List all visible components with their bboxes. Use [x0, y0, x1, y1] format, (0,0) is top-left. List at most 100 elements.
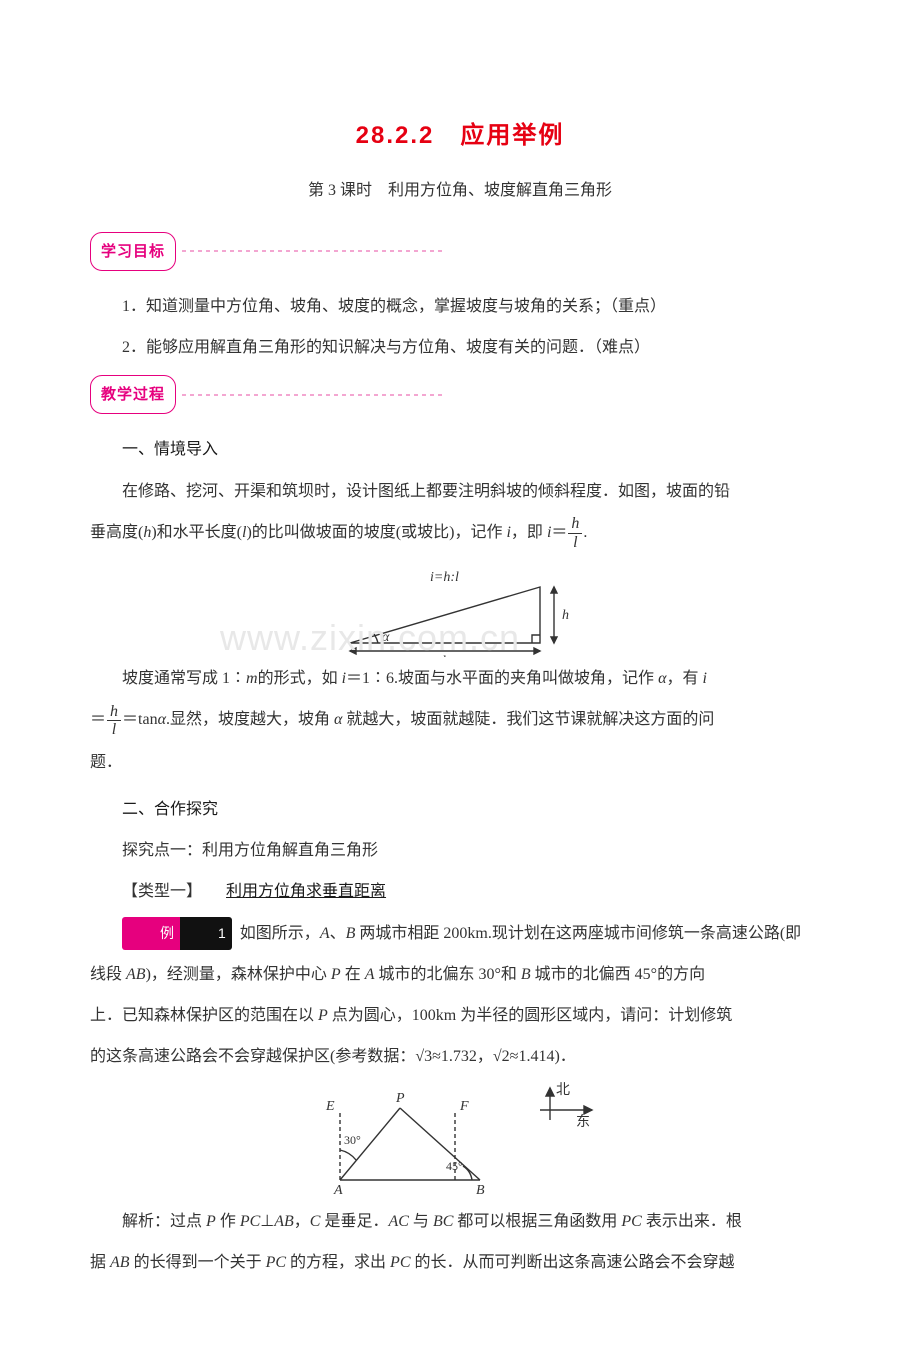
text: 的形式，如 [258, 670, 342, 687]
section-1: 一、情境导入 [90, 432, 830, 467]
text: )和水平长度( [151, 524, 242, 541]
var-PC: PC [621, 1213, 641, 1230]
var-m: m [246, 670, 258, 687]
text: 过点 [170, 1213, 206, 1230]
example-1-p2: 线段 AB)，经测量，森林保护中心 P 在 A 城市的北偏东 30°和 B 城市… [90, 957, 830, 992]
intro-para-1: 在修路、挖河、开渠和筑坝时，设计图纸上都要注明斜坡的倾斜程度．如图，坡面的铅 [90, 474, 830, 509]
var-PC: PC [390, 1254, 410, 1271]
text: 就越大，坡面就越陡．我们这节课就解决这方面的问 [342, 711, 714, 728]
goal-2: 2．能够应用解直角三角形的知识解决与方位角、坡度有关的问题．（难点） [90, 330, 830, 365]
var-PC: PC [240, 1213, 260, 1230]
label-30: 30° [344, 1133, 361, 1147]
text: 两城市相距 200km.现计划在这两座城市间修筑一条高速公路(即 [355, 925, 801, 942]
text: 据 [90, 1254, 110, 1271]
var-alpha: α [158, 711, 166, 728]
example-1-p1: 例 1 如图所示，A、B 两城市相距 200km.现计划在这两座城市间修筑一条高… [90, 916, 830, 951]
text: ⊥ [260, 1213, 274, 1230]
label-P: P [395, 1091, 405, 1106]
label-E: E [325, 1099, 335, 1114]
intro-para-2: 坡度通常写成 1∶m的形式，如 i＝1∶6.坡面与水平面的夹角叫做坡角，记作 α… [90, 661, 830, 696]
var-BC: BC [433, 1213, 453, 1230]
text: 的长得到一个关于 [130, 1254, 266, 1271]
heading-teach-process: 教学过程 [90, 375, 830, 414]
text: 的方程，求出 [286, 1254, 390, 1271]
section-2: 二、合作探究 [90, 792, 830, 827]
text: ， [294, 1213, 310, 1230]
var-P: P [206, 1213, 216, 1230]
var-A: A [320, 925, 330, 942]
eq: ＝ [90, 711, 106, 728]
text: 在 [341, 966, 365, 983]
analysis-label: 解析： [122, 1213, 170, 1230]
frac-num: h [107, 703, 121, 722]
doc-subtitle: 第 3 课时 利用方位角、坡度解直角三角形 [90, 173, 830, 208]
text: 、 [330, 925, 346, 942]
example-badge-text: 例 [122, 917, 180, 950]
example-1-p3: 上．已知森林保护区的范围在以 P 点为圆心，100km 为半径的圆形区域内，请问… [90, 998, 830, 1033]
text: 是垂足． [320, 1213, 388, 1230]
text: ，即 [511, 524, 547, 541]
text: ，有 [666, 670, 702, 687]
var-C: C [310, 1213, 321, 1230]
text: 与 [409, 1213, 433, 1230]
slope-diagram: i=h:l h l α [310, 557, 610, 657]
text: 上．已知森林保护区的范围在以 [90, 1007, 318, 1024]
label-i: i=h:l [430, 570, 459, 585]
var-AC: AC [388, 1213, 408, 1230]
label-h: h [562, 608, 569, 623]
text: .显然，坡度越大，坡角 [166, 711, 334, 728]
label-F: F [459, 1099, 469, 1114]
pill-study: 学习目标 [90, 232, 176, 271]
frac-den: l [568, 534, 582, 552]
pill-process: 教学过程 [90, 375, 176, 414]
text: 坡度通常写成 1∶ [122, 670, 246, 687]
label-alpha: α [382, 630, 390, 645]
period: . [583, 524, 587, 541]
page: 28.2.2 应用举例 第 3 课时 利用方位角、坡度解直角三角形 学习目标 1… [0, 0, 920, 1367]
example-1-p4: 的这条高速公路会不会穿越保护区(参考数据：√3≈1.732，√2≈1.414)． [90, 1039, 830, 1074]
type-label: 【类型一】 [122, 883, 202, 900]
text: 城市的北偏西 45°的方向 [531, 966, 705, 983]
var-AB: AB [110, 1254, 130, 1271]
text: 城市的北偏东 30°和 [374, 966, 520, 983]
text: 如图所示， [240, 925, 320, 942]
pill-dots [182, 394, 442, 396]
label-45: 45° [446, 1159, 463, 1173]
frac-den: l [107, 721, 121, 739]
fraction-h-over-l: hl [568, 515, 582, 551]
text: 垂高度( [90, 524, 143, 541]
pill-dots [182, 250, 442, 252]
text: 线段 [90, 966, 126, 983]
text: ＝1∶6.坡面与水平面的夹角叫做坡角，记作 [346, 670, 658, 687]
label-B: B [476, 1183, 485, 1198]
intro-para-3: ＝hl＝tanα.显然，坡度越大，坡角 α 就越大，坡面就越陡．我们这节课就解决… [90, 702, 830, 738]
text: 作 [216, 1213, 240, 1230]
text: )，经测量，森林保护中心 [146, 966, 331, 983]
analysis-p2: 据 AB 的长得到一个关于 PC 的方程，求出 PC 的长．从而可判断出这条高速… [90, 1245, 830, 1280]
var-i: i [702, 670, 706, 687]
text: )的比叫做坡面的坡度(或坡比)，记作 [246, 524, 506, 541]
var-P: P [331, 966, 341, 983]
doc-title: 28.2.2 应用举例 [90, 110, 830, 163]
intro-para-3b: 题． [90, 745, 830, 780]
label-l: l [442, 654, 446, 657]
text: ＝tan [122, 711, 158, 728]
explore-1: 探究点一：利用方位角解直角三角形 [90, 833, 830, 868]
label-A: A [333, 1183, 343, 1198]
example-badge-num: 1 [180, 917, 232, 950]
text: 在修路、挖河、开渠和筑坝时，设计图纸上都要注明斜坡的倾斜程度．如图，坡面的铅 [122, 483, 730, 500]
type-1-link: 利用方位角求垂直距离 [226, 883, 386, 900]
label-north: 北 [556, 1082, 570, 1098]
analysis-p1: 解析：过点 P 作 PC⊥AB，C 是垂足．AC 与 BC 都可以根据三角函数用… [90, 1204, 830, 1239]
fraction-h-over-l-2: hl [107, 703, 121, 739]
text: 点为圆心，100km 为半径的圆形区域内，请问：计划修筑 [328, 1007, 732, 1024]
bearing-diagram: E P F A B 30° 45° 北 东 [300, 1080, 620, 1200]
frac-num: h [568, 515, 582, 534]
heading-study-goals: 学习目标 [90, 232, 830, 271]
var-PC: PC [266, 1254, 286, 1271]
goal-1: 1．知道测量中方位角、坡角、坡度的概念，掌握坡度与坡角的关系；（重点） [90, 289, 830, 324]
text: 表示出来．根 [642, 1213, 742, 1230]
var-AB: AB [274, 1213, 294, 1230]
text: 都可以根据三角函数用 [453, 1213, 621, 1230]
label-east: 东 [576, 1114, 590, 1130]
